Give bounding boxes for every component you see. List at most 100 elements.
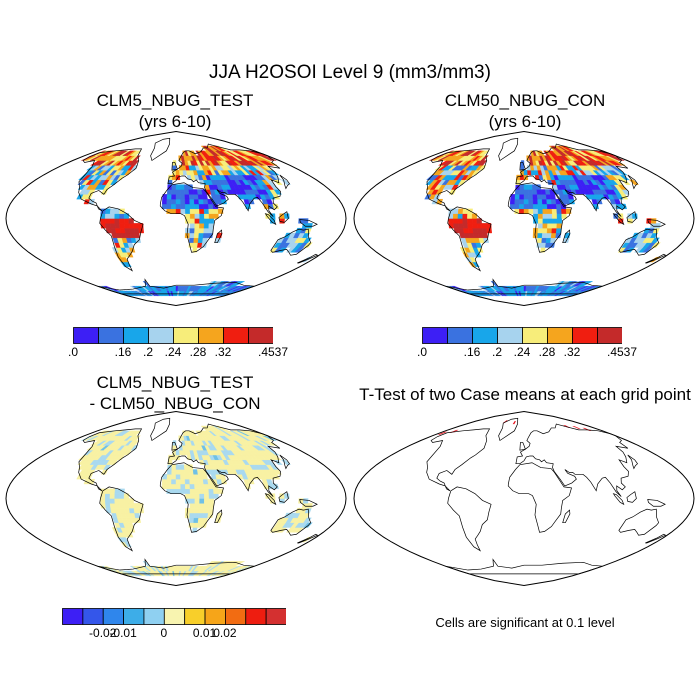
panel-2-colorbar: .0 .16 .2 .24 .28 .32 .4537 [417, 327, 637, 367]
colorbar-label: .24 [513, 345, 531, 359]
panel-1-title-line-1: CLM5_NBUG_TEST [96, 91, 254, 110]
colorbar-swatch [248, 327, 274, 344]
panel-1-title-line-2: (yrs 6-10) [138, 112, 212, 131]
coastline-borneo [278, 491, 289, 503]
coastline-southamerica [99, 486, 144, 552]
panel-1-map [5, 130, 347, 307]
coastline-newguinea [647, 499, 666, 507]
colorbar-swatch [123, 327, 149, 344]
coastline-uk [171, 162, 178, 171]
colorbar-swatch [497, 327, 523, 344]
coastline-sumatra [612, 213, 625, 226]
coastline-japan [279, 174, 290, 190]
coastline-northamerica [426, 148, 491, 212]
colorbar-label: .0 [67, 345, 79, 359]
colorbar-label: -0.02 [89, 626, 117, 640]
coastline-nz [297, 533, 319, 544]
colorbar-swatch [82, 608, 104, 625]
colorbar-swatch [143, 608, 165, 625]
colorbar-swatch [572, 327, 598, 344]
coastline-australia [270, 508, 312, 536]
colorbar-label: .16 [114, 345, 132, 359]
panel-2-title-line-1: CLM50_NBUG_CON [444, 91, 606, 110]
coastline-greenland [498, 417, 519, 442]
coastline-newguinea [647, 219, 666, 227]
coastline-eurasia [515, 143, 629, 217]
coastline-southamerica [99, 206, 144, 272]
colorbar-label: -0.01 [109, 626, 137, 640]
panel-2-title-line-2: (yrs 6-10) [488, 112, 562, 131]
panel-4-footnote: Cells are significant at 0.1 level [435, 615, 615, 630]
map-border [5, 130, 347, 307]
coastline-eurasia [167, 423, 281, 497]
coastline-africa [507, 462, 572, 533]
map-border [353, 130, 695, 307]
coastline-borneo [278, 211, 289, 223]
coastline-madagascar [214, 509, 223, 524]
colorbar-swatch [184, 608, 206, 625]
coastline-sumatra [264, 493, 277, 506]
colorbar-swatch [102, 608, 124, 625]
colorbar-label: 0.02 [213, 626, 237, 640]
colorbar-swatch [148, 327, 174, 344]
colorbar-label: .32 [563, 345, 581, 359]
coastline-japan [279, 454, 290, 470]
panel-3-title: CLM5_NBUG_TEST - CLM50_NBUG_CON [30, 372, 320, 414]
coastline-nz [645, 253, 667, 264]
coastline-madagascar [214, 229, 223, 244]
colorbar-swatch [198, 327, 224, 344]
colorbar-label: 0.01 [192, 626, 217, 640]
colorbar-swatch [422, 327, 448, 344]
coastline-australia [618, 508, 660, 536]
panel-4-title: T-Test of two Case means at each grid po… [350, 384, 700, 405]
colorbar-swatch [173, 327, 199, 344]
panel-2-map [353, 130, 695, 307]
colorbar-swatch [447, 327, 473, 344]
panel-2-title: CLM50_NBUG_CON (yrs 6-10) [380, 90, 670, 132]
coastline-japan [627, 174, 638, 190]
colorbar-label: .16 [463, 345, 481, 359]
main-title: JJA H2OSOI Level 9 (mm3/mm3) [209, 62, 491, 83]
panel-3-colorbar: -0.02 -0.01 0 0.01 0.02 [62, 608, 287, 648]
colorbar-label: .4537 [606, 345, 638, 359]
colorbar-swatch [163, 608, 186, 625]
coastline-greenland [498, 137, 519, 162]
coastline-uk [519, 162, 526, 171]
colorbar-label: .32 [214, 345, 232, 359]
coastline-australia [270, 228, 312, 256]
coastline-uk [171, 442, 178, 451]
colorbar-label: .28 [538, 345, 556, 359]
panel-4-title-line-1: T-Test of two Case means at each grid po… [359, 385, 691, 404]
panel-4-map [353, 410, 695, 587]
coastline-australia [618, 228, 660, 256]
coastline-northamerica [78, 428, 143, 492]
map-border [5, 410, 347, 587]
colorbar-swatches [62, 608, 287, 625]
map-border [353, 410, 695, 587]
coastline-greenland [150, 137, 171, 162]
panel-1-title: CLM5_NBUG_TEST (yrs 6-10) [30, 90, 320, 132]
coastline-eurasia [167, 143, 281, 217]
colorbar-swatches [73, 327, 274, 344]
colorbar-swatch [204, 608, 226, 625]
coastline-newguinea [299, 219, 318, 227]
panel-1-colorbar: .0 .16 .2 .24 .28 .32 .4537 [68, 327, 288, 367]
coastline-northamerica [426, 428, 491, 492]
coastline-madagascar [562, 229, 571, 244]
coastline-japan [627, 454, 638, 470]
colorbar-label: .4537 [257, 345, 289, 359]
coastline-nz [645, 533, 667, 544]
colorbar-label: .28 [189, 345, 207, 359]
colorbar-swatch [73, 327, 99, 344]
colorbar-swatch [223, 327, 249, 344]
coastline-northamerica [78, 148, 143, 212]
colorbar-label: .0 [416, 345, 428, 359]
panel-3-title-line-1: CLM5_NBUG_TEST [96, 373, 254, 392]
colorbar-swatch [522, 327, 548, 344]
coastline-africa [159, 462, 224, 533]
colorbar-swatch [597, 327, 623, 344]
colorbar-swatch [245, 608, 267, 625]
coastline-nz [297, 253, 319, 264]
coastline-greenland [150, 417, 171, 442]
panel-3-title-line-2: - CLM50_NBUG_CON [89, 394, 261, 413]
